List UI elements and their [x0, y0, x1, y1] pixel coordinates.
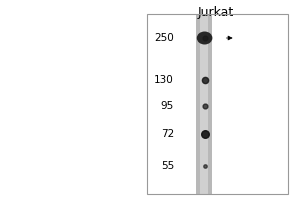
Bar [200, 14, 208, 194]
Text: Jurkat: Jurkat [198, 6, 234, 19]
Text: 55: 55 [161, 161, 174, 171]
Text: 250: 250 [154, 33, 174, 43]
Text: 130: 130 [154, 75, 174, 85]
Bar [196, 14, 212, 194]
Text: 95: 95 [161, 101, 174, 111]
Ellipse shape [197, 31, 212, 45]
Bar [147, 14, 288, 194]
Text: 72: 72 [161, 129, 174, 139]
